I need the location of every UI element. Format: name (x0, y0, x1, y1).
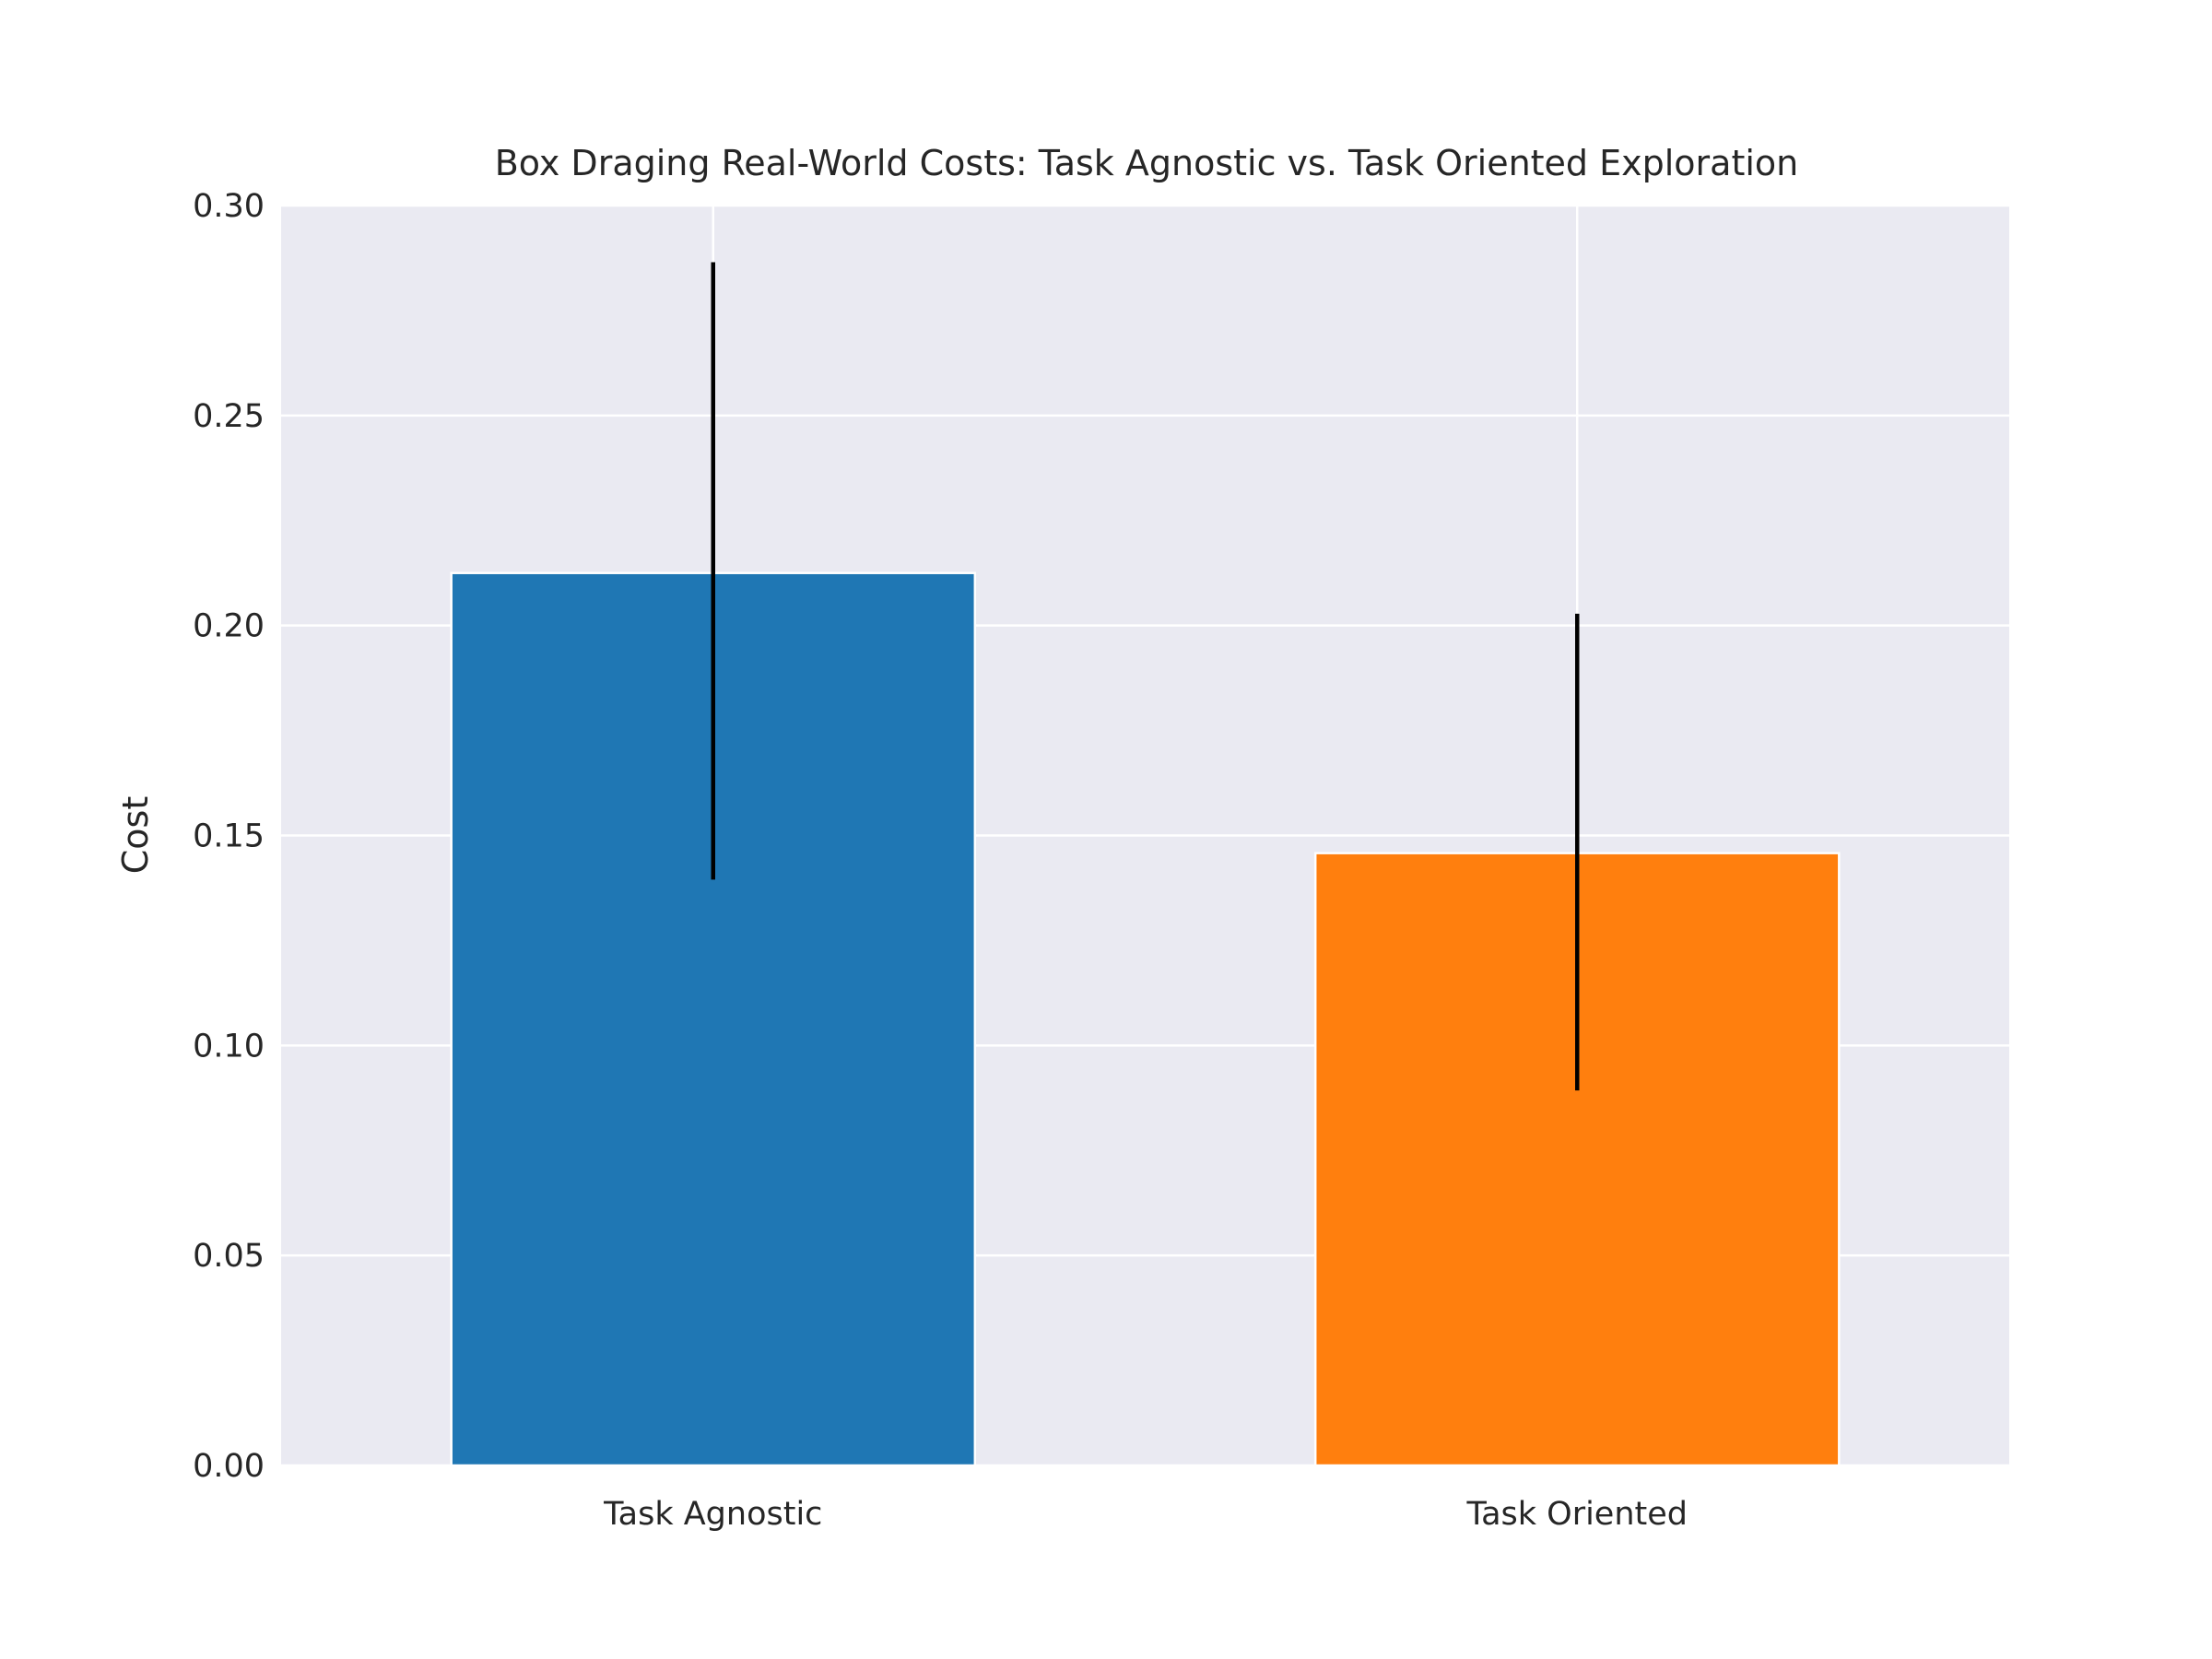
y-tick-labels: 0.00 0.05 0.10 0.15 0.20 0.25 0.30 (193, 188, 265, 1485)
y-axis-label: Cost (115, 796, 156, 874)
x-tick-labels: Task Agnostic Task Oriented (603, 1496, 1688, 1533)
y-tick-label: 0.25 (193, 398, 265, 435)
y-tick-label: 0.05 (193, 1238, 265, 1275)
chart-title: Box Draging Real-World Costs: Task Agnos… (495, 143, 1799, 183)
x-tick-label: Task Oriented (1465, 1496, 1688, 1533)
y-tick-label: 0.30 (193, 188, 265, 225)
y-tick-label: 0.00 (193, 1448, 265, 1485)
y-tick-label: 0.10 (193, 1028, 265, 1065)
x-tick-label: Task Agnostic (603, 1496, 822, 1533)
y-tick-label: 0.20 (193, 608, 265, 645)
error-bars-group (711, 262, 1580, 1091)
y-tick-label: 0.15 (193, 818, 265, 855)
